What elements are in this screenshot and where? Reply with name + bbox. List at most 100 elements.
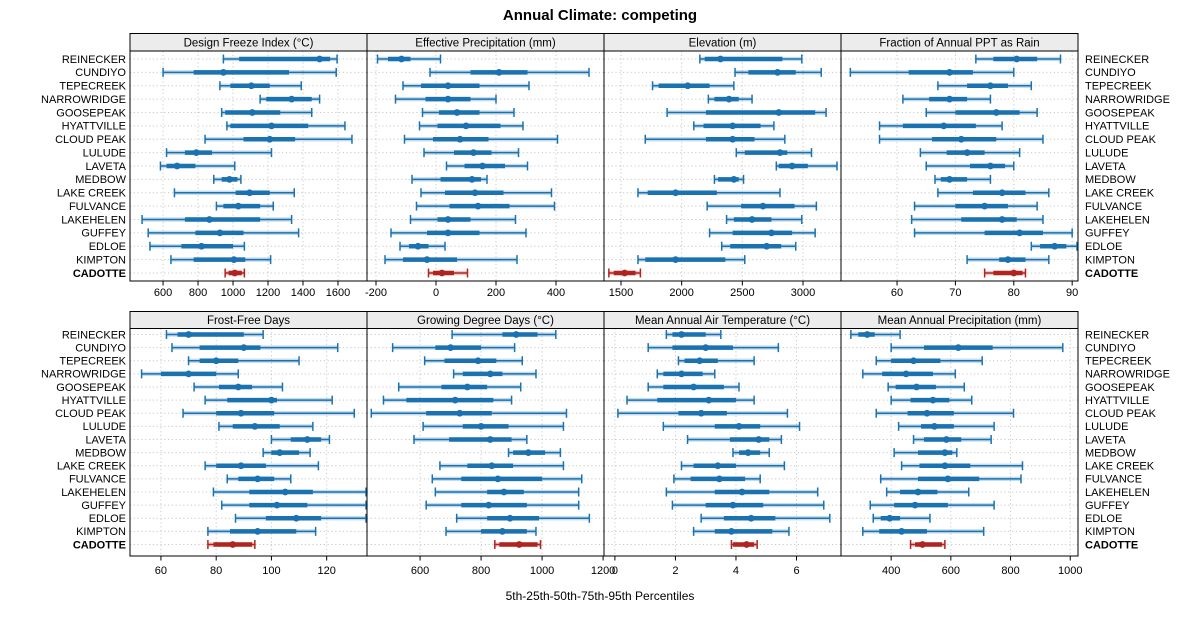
- interval-laveta: [159, 161, 236, 171]
- median-dot: [499, 527, 506, 535]
- median-dot: [981, 202, 989, 210]
- interval-lake-creek: [420, 188, 553, 198]
- interval-laveta: [775, 161, 838, 171]
- median-dot: [886, 514, 894, 522]
- interval-goosepeak: [193, 382, 284, 392]
- strip-label: Mean Annual Precipitation (mm): [878, 315, 1042, 327]
- interval-cundiyo: [647, 343, 780, 353]
- median-dot: [941, 449, 949, 457]
- site-label-right-row1: GUFFEY: [1085, 228, 1130, 240]
- median-dot: [715, 475, 723, 483]
- median-dot: [678, 331, 685, 338]
- x-tick-label: 1600: [326, 287, 350, 299]
- median-dot: [247, 82, 255, 90]
- median-dot: [251, 422, 259, 430]
- x-tick-label: 6: [793, 565, 799, 577]
- interval-guffey: [390, 228, 527, 238]
- interval-tepecreek: [402, 81, 530, 91]
- interval-lake-creek: [680, 461, 786, 471]
- site-label-right-row2: CLOUD PEAK: [1085, 408, 1157, 420]
- median-dot: [696, 357, 704, 365]
- median-dot: [468, 175, 476, 183]
- median-dot: [234, 383, 242, 391]
- interval-cloud-peak: [878, 134, 1044, 144]
- median-dot: [963, 149, 971, 157]
- interval-kimpton: [692, 526, 790, 536]
- interval-edloe: [1030, 241, 1078, 251]
- x-tick-label: 4: [733, 565, 739, 577]
- interval-lakehelen: [665, 487, 819, 497]
- x-tick-label: -200: [365, 287, 387, 299]
- median-dot: [913, 383, 920, 391]
- median-dot: [910, 357, 917, 365]
- median-dot: [672, 189, 679, 197]
- interval-goosepeak: [421, 108, 515, 117]
- interval-lulude: [735, 148, 813, 158]
- median-dot: [438, 269, 446, 277]
- site-label-right-row2: TEPECREEK: [1085, 356, 1152, 368]
- interval-guffey: [220, 500, 367, 510]
- interval-narrowridge: [259, 94, 321, 104]
- site-label-right-row2: LAKE CREEK: [1085, 461, 1155, 473]
- median-dot: [451, 396, 459, 404]
- median-dot: [759, 202, 767, 210]
- site-label-left-row2: GUFFEY: [81, 500, 126, 512]
- interval-guffey: [425, 500, 580, 510]
- site-label-right-row2: NARROWRIDGE: [1085, 369, 1170, 381]
- median-dot: [248, 109, 256, 116]
- site-label-left-row2: LAKE CREEK: [57, 461, 127, 473]
- interval-hyattville: [382, 395, 513, 405]
- median-dot: [725, 95, 733, 103]
- median-dot: [524, 449, 532, 457]
- median-dot: [237, 409, 245, 417]
- site-label-left-row1: HYATTVILLE: [62, 121, 126, 133]
- median-dot: [747, 514, 755, 522]
- x-tick-label: 1000: [530, 565, 554, 577]
- median-dot: [444, 229, 452, 237]
- site-label-right-row1: CUNDIYO: [1085, 67, 1136, 79]
- site-label-right-row2: FULVANCE: [1085, 474, 1142, 486]
- interval-medbow: [411, 174, 488, 184]
- interval-laveta: [912, 435, 992, 444]
- median-dot: [462, 122, 470, 130]
- x-tick-label: 400: [547, 287, 565, 299]
- median-dot: [919, 541, 926, 548]
- strip-header: [840, 311, 1079, 329]
- site-label-left-row2: REINECKER: [62, 329, 126, 341]
- interval-edloe: [234, 513, 367, 523]
- median-dot: [942, 436, 950, 443]
- site-label-right-row1: LAKEHELEN: [1085, 214, 1150, 226]
- median-dot: [743, 541, 750, 548]
- median-dot: [931, 422, 938, 430]
- median-dot: [288, 95, 296, 103]
- site-label-left-row2: LULUDE: [83, 421, 126, 433]
- median-dot: [229, 541, 237, 548]
- site-label-left-row1: LAKEHELEN: [61, 214, 126, 226]
- median-dot: [254, 527, 262, 535]
- median-dot: [1004, 256, 1012, 264]
- median-dot: [453, 109, 461, 116]
- site-label-left-row2: HYATTVILLE: [62, 395, 126, 407]
- chart-title: Annual Climate: competing: [502, 7, 698, 24]
- site-label-right-row2: HYATTVILLE: [1085, 395, 1149, 407]
- median-dot: [911, 501, 919, 509]
- x-tick-label: 1400: [291, 287, 315, 299]
- median-dot: [717, 55, 724, 63]
- site-label-right-row2: GUFFEY: [1085, 500, 1130, 512]
- interval-kimpton: [966, 255, 1050, 265]
- median-dot: [198, 242, 205, 250]
- interval-guffey: [671, 500, 825, 510]
- median-dot: [463, 383, 471, 391]
- panel-mean-annual-air-temperature-c: Mean Annual Air Temperature (°C) 0 2 4 6: [603, 311, 842, 577]
- median-dot: [705, 396, 713, 404]
- site-label-right-row1: CADOTTE: [1085, 268, 1138, 280]
- x-tick-label: 120: [317, 565, 335, 577]
- site-label-left-row1: CLOUD PEAK: [55, 134, 127, 146]
- site-label-left-row2: GOOSEPEAK: [56, 382, 126, 394]
- interval-cadotte: [224, 268, 246, 278]
- interval-hyattville: [226, 121, 346, 131]
- interval-tepecreek: [937, 81, 1033, 91]
- median-dot: [220, 68, 227, 76]
- interval-narrowridge: [656, 369, 716, 379]
- median-dot: [506, 514, 514, 522]
